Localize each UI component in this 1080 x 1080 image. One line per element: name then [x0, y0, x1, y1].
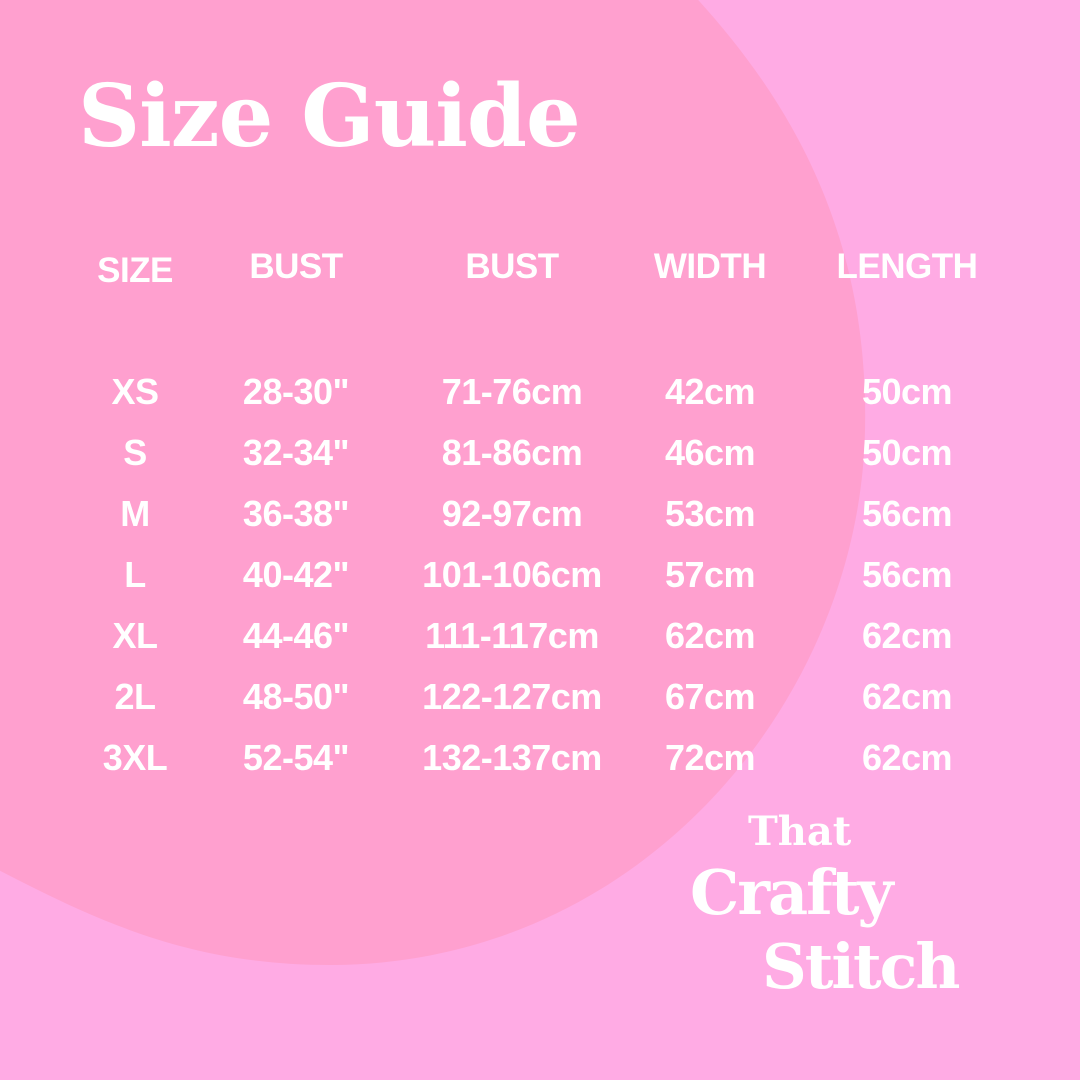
cell-bust-cm: 101-106cm	[422, 554, 602, 595]
logo-line-2: Crafty	[690, 856, 894, 929]
cell-bust-in: 48-50"	[242, 676, 350, 717]
cell-size: S	[123, 432, 147, 473]
cell-size: 3XL	[102, 737, 168, 778]
column-header-bust-in: BUST	[249, 247, 343, 286]
page-title: Size Guide	[78, 66, 581, 167]
logo-line-1: That	[748, 808, 852, 855]
logo-line-3: Stitch	[762, 930, 960, 1003]
cell-size: 2L	[114, 676, 156, 717]
column-header-length: LENGTH	[836, 247, 978, 286]
cell-length: 62cm	[861, 615, 953, 656]
cell-bust-cm: 122-127cm	[422, 676, 602, 717]
cell-width: 62cm	[664, 615, 756, 656]
cell-width: 53cm	[664, 493, 756, 534]
cell-width: 57cm	[664, 554, 756, 595]
cell-bust-in: 28-30"	[242, 371, 350, 412]
cell-bust-cm: 81-86cm	[441, 432, 583, 473]
cell-length: 50cm	[861, 371, 953, 412]
cell-bust-cm: 92-97cm	[441, 493, 583, 534]
cell-bust-in: 52-54"	[242, 737, 350, 778]
cell-width: 67cm	[664, 676, 756, 717]
cell-bust-cm: 71-76cm	[441, 371, 583, 412]
cell-bust-in: 36-38"	[242, 493, 350, 534]
cell-size: M	[120, 493, 150, 534]
cell-length: 62cm	[861, 737, 953, 778]
cell-width: 46cm	[664, 432, 756, 473]
column-header-width: WIDTH	[653, 247, 767, 286]
cell-bust-in: 32-34"	[242, 432, 350, 473]
cell-bust-cm: 111-117cm	[425, 615, 599, 656]
cell-size: XS	[111, 371, 159, 412]
cell-length: 50cm	[861, 432, 953, 473]
cell-width: 72cm	[664, 737, 756, 778]
cell-length: 56cm	[861, 493, 953, 534]
cell-bust-cm: 132-137cm	[422, 737, 602, 778]
cell-width: 42cm	[664, 371, 756, 412]
cell-size: XL	[112, 615, 158, 656]
cell-size: L	[124, 554, 146, 595]
cell-length: 56cm	[861, 554, 953, 595]
cell-bust-in: 40-42"	[242, 554, 350, 595]
cell-bust-in: 44-46"	[242, 615, 350, 656]
column-header-bust-cm: BUST	[465, 247, 559, 286]
cell-length: 62cm	[861, 676, 953, 717]
column-header-size: SIZE	[97, 251, 173, 290]
